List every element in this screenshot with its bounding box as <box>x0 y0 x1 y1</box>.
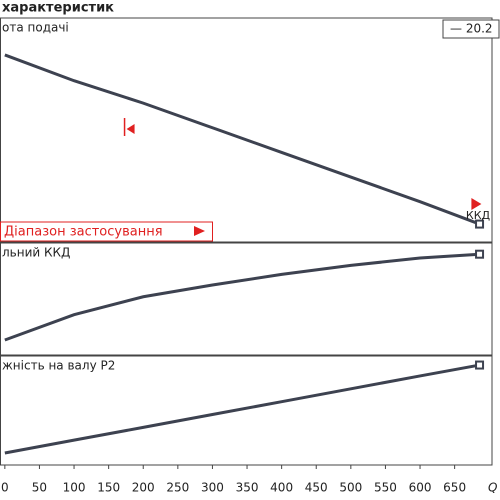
end-marker <box>475 249 485 259</box>
range-box <box>0 221 213 242</box>
panel-frame <box>0 355 493 466</box>
x-tick-label: 200 <box>132 481 155 495</box>
x-tick-label: 450 <box>305 481 328 495</box>
x-tick-label: 50 <box>32 481 47 495</box>
x-tick-label: 150 <box>97 481 120 495</box>
end-marker <box>475 360 485 370</box>
x-tick-label: 600 <box>409 481 432 495</box>
annotation: ККД <box>466 209 491 222</box>
x-tick-label: 500 <box>339 481 362 495</box>
panel-label: льний ККД <box>2 246 70 260</box>
x-tick-label: 400 <box>270 481 293 495</box>
end-marker <box>475 219 485 229</box>
series-line <box>4 363 480 455</box>
x-tick-label: 0 <box>1 481 9 495</box>
series-line <box>4 252 480 342</box>
x-tick-label: 350 <box>236 481 259 495</box>
x-tick-label: 250 <box>166 481 189 495</box>
range-label: Діапазон застосування <box>4 225 163 240</box>
x-axis-label: Q / <box>488 481 500 495</box>
legend-box <box>442 19 500 39</box>
range-end-flag <box>471 198 482 210</box>
range-start-flag <box>126 124 135 134</box>
range-arrow <box>194 226 205 236</box>
panel-frame <box>0 242 493 356</box>
series-line <box>4 53 481 226</box>
chart-title: характеристик <box>2 1 114 16</box>
x-tick-label: 650 <box>443 481 466 495</box>
x-tick-label: 300 <box>201 481 224 495</box>
x-tick-label: 100 <box>63 481 86 495</box>
panel-label: жність на валу P2 <box>2 359 115 373</box>
legend-entry: — 20.2 <box>450 22 493 36</box>
x-tick-label: 550 <box>374 481 397 495</box>
panel-frame <box>0 17 493 243</box>
panel-label: ота подачі <box>2 21 69 35</box>
